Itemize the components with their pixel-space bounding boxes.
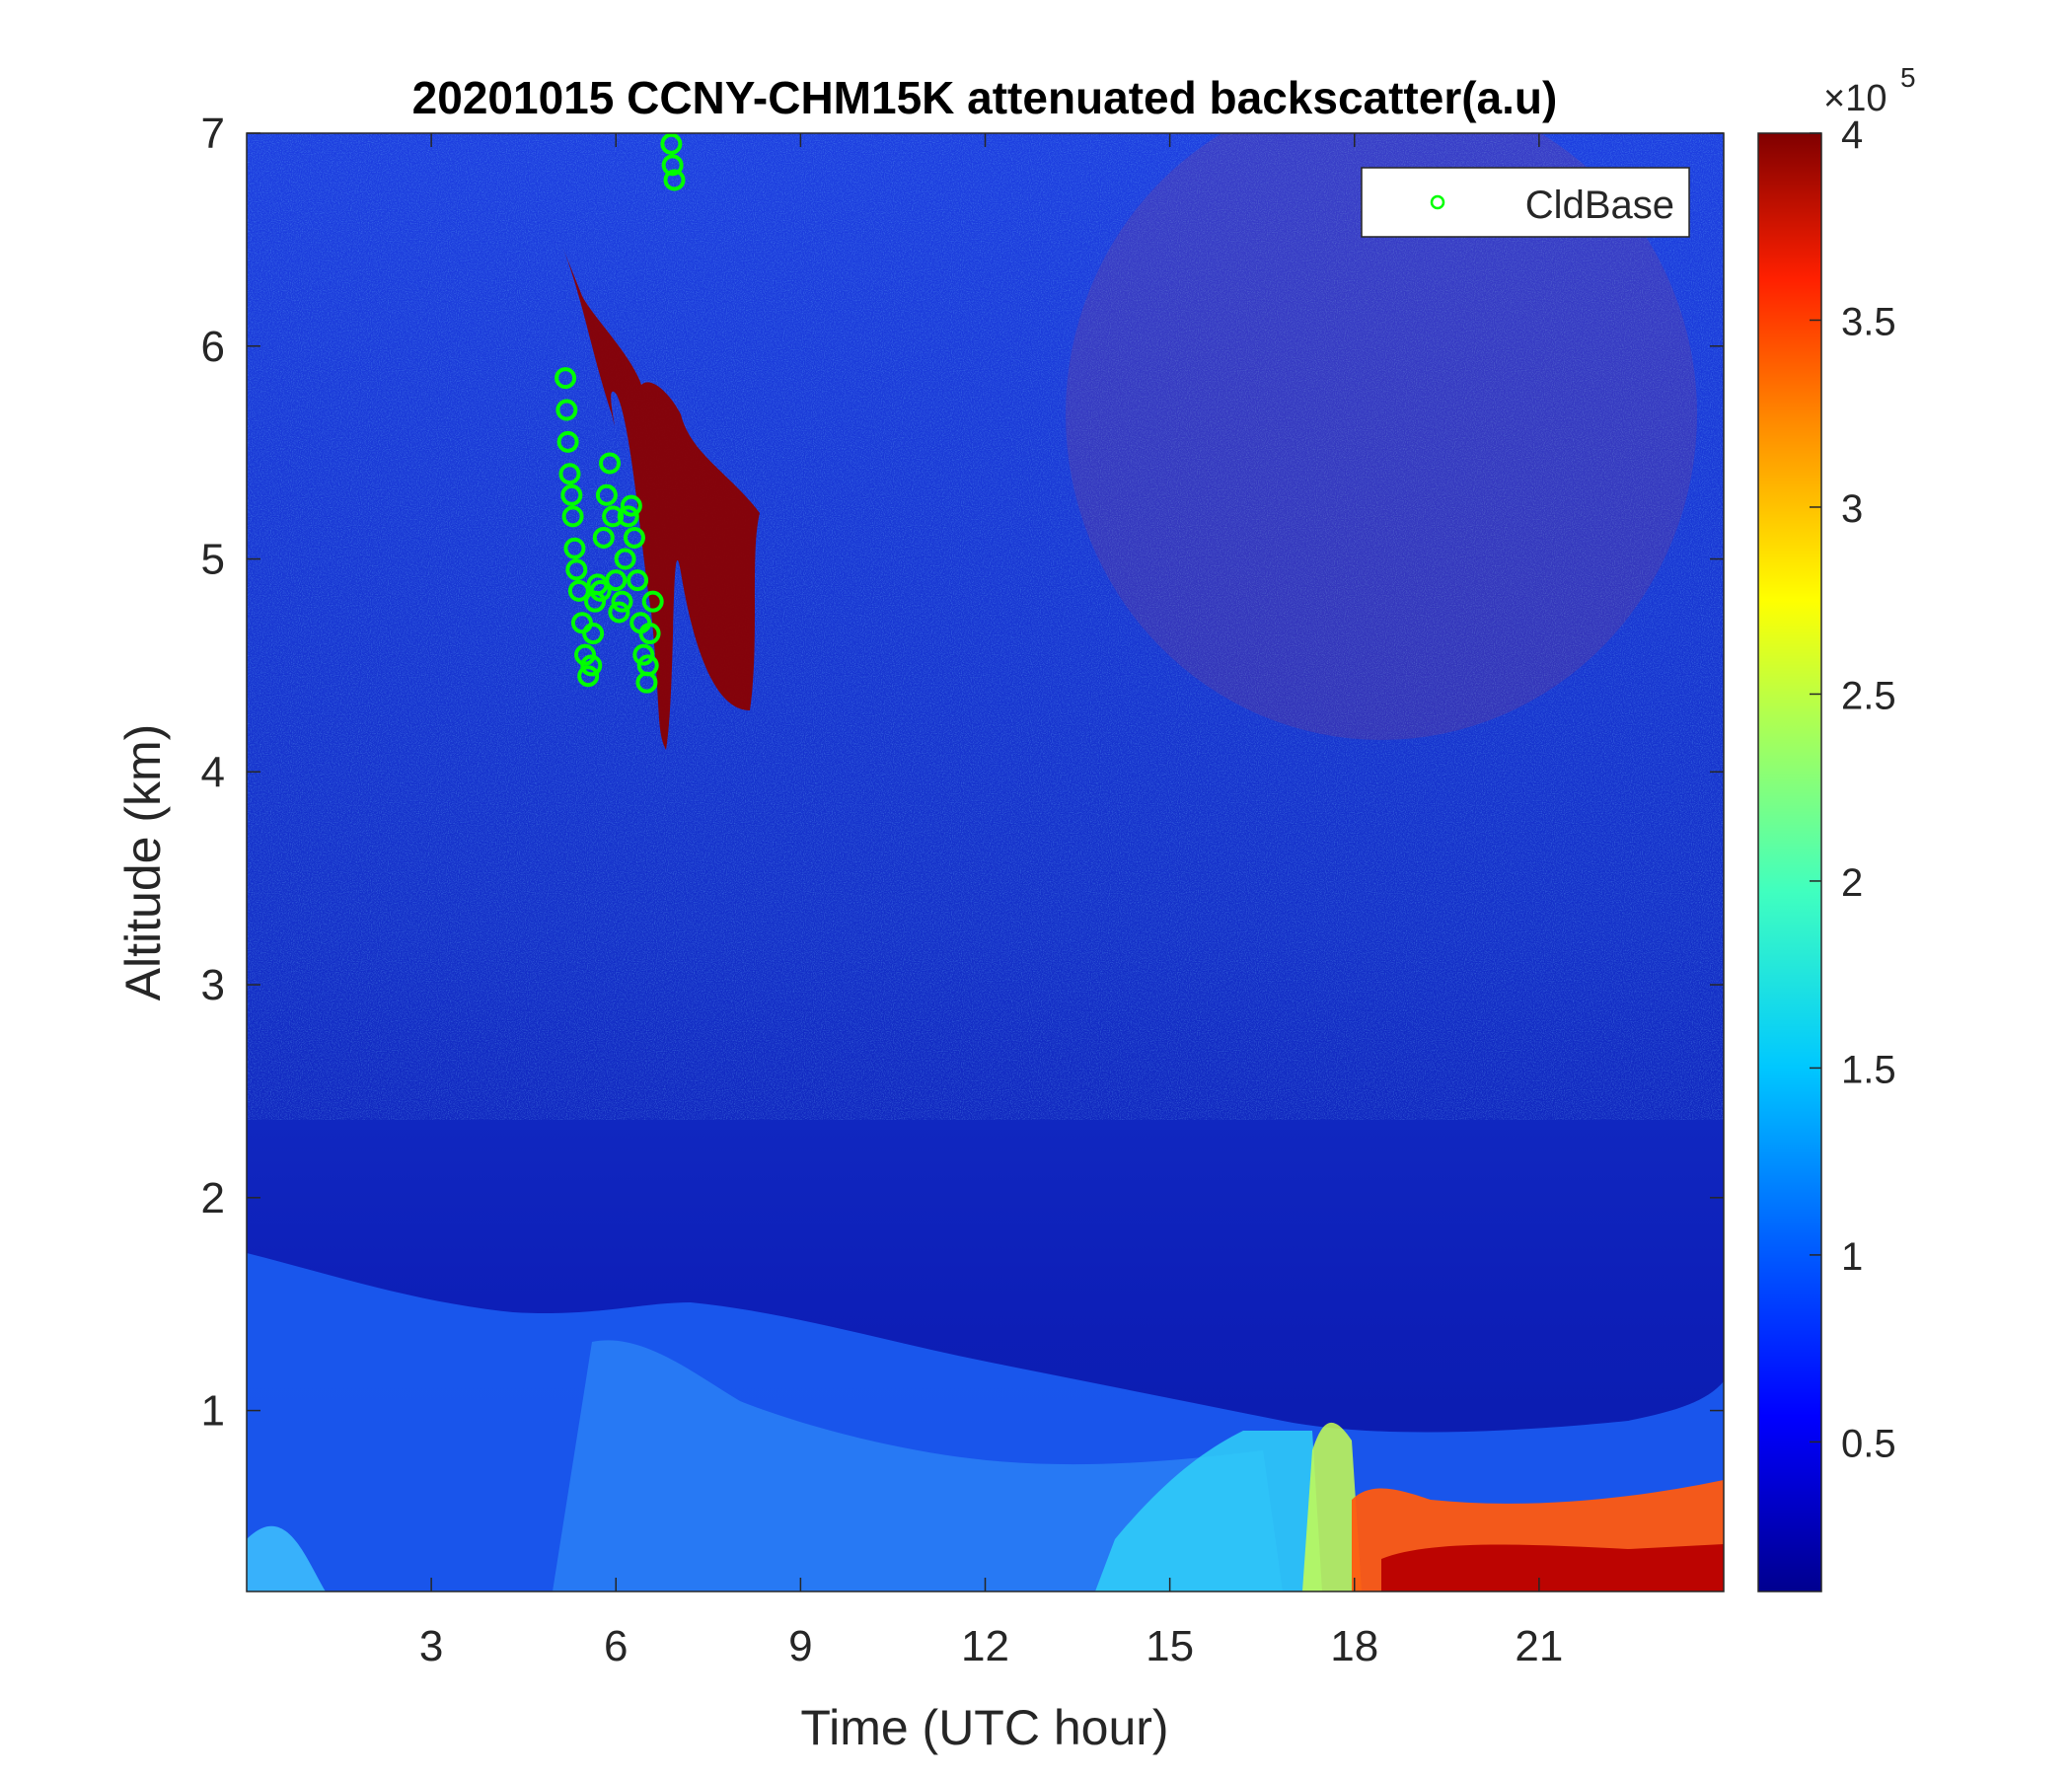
cldbase-point bbox=[561, 505, 584, 528]
y-tick-label: 3 bbox=[201, 961, 225, 1009]
y-axis-label: Altitude (km) bbox=[115, 724, 171, 1001]
y-axis: 1 2 3 4 5 6 7 bbox=[201, 110, 1724, 1436]
cldbase-point bbox=[663, 169, 686, 191]
cldbase-point bbox=[661, 154, 684, 177]
cldbase-point bbox=[580, 654, 603, 677]
cldbase-point bbox=[555, 367, 577, 390]
legend: CldBase bbox=[1361, 167, 1690, 238]
colorbar: 0.5 1 1.5 2 2.5 3 3.5 4 ×10 5 bbox=[1757, 62, 1916, 1592]
cldbase-point bbox=[611, 590, 633, 613]
cldbase-point bbox=[565, 558, 588, 581]
boundary-layer-inner bbox=[553, 1340, 1283, 1591]
heatmap-noise bbox=[247, 133, 1724, 1120]
cldbase-point bbox=[582, 623, 605, 645]
x-axis-label: Time (UTC hour) bbox=[800, 1700, 1168, 1755]
legend-entry-label: CldBase bbox=[1525, 184, 1674, 227]
colorbar-tick-label: 2.5 bbox=[1841, 674, 1896, 717]
x-tick-label: 18 bbox=[1330, 1622, 1378, 1670]
colorbar-tick-label: 4 bbox=[1841, 113, 1863, 157]
aerosol-darkred-patch bbox=[1381, 1544, 1724, 1591]
cldbase-point bbox=[574, 643, 597, 666]
colorbar-exponent-power: 5 bbox=[1900, 62, 1916, 93]
colorbar-tick-label: 0.5 bbox=[1841, 1422, 1896, 1465]
cldbase-point bbox=[641, 590, 664, 613]
cldbase-point bbox=[605, 569, 628, 592]
y-tick-label: 4 bbox=[201, 748, 225, 796]
cldbase-point bbox=[632, 643, 655, 666]
cldbase-point bbox=[556, 430, 579, 453]
cldbase-point bbox=[602, 505, 625, 528]
cldbase-point bbox=[595, 483, 618, 506]
cldbase-point bbox=[589, 579, 612, 602]
cldbase-point bbox=[577, 665, 600, 688]
cldbase-point bbox=[636, 654, 659, 677]
chart-title: 20201015 CCNY-CHM15K attenuated backscat… bbox=[412, 72, 1558, 123]
y-tick-label: 6 bbox=[201, 323, 225, 371]
colorbar-tick-label: 1.5 bbox=[1841, 1048, 1896, 1091]
aerosol-cyan-patch bbox=[1095, 1431, 1322, 1591]
x-tick-label: 21 bbox=[1515, 1622, 1563, 1670]
cldbase-point bbox=[563, 537, 586, 559]
colorbar-tick-label: 3 bbox=[1841, 487, 1863, 531]
colorbar-tick-label: 1 bbox=[1841, 1235, 1863, 1279]
y-tick-label: 2 bbox=[201, 1174, 225, 1222]
x-tick-label: 12 bbox=[961, 1622, 1009, 1670]
x-tick-label: 15 bbox=[1146, 1622, 1194, 1670]
x-tick-label: 9 bbox=[788, 1622, 812, 1670]
colorbar-tick-label: 3.5 bbox=[1841, 300, 1896, 343]
cldbase-point bbox=[570, 612, 593, 634]
cldbase-point bbox=[560, 483, 583, 506]
y-tick-label: 5 bbox=[201, 536, 225, 584]
colorbar-ticks: 0.5 1 1.5 2 2.5 3 3.5 4 bbox=[1810, 113, 1896, 1465]
surface-cyan-patch bbox=[247, 1525, 326, 1591]
cldbase-point bbox=[627, 569, 649, 592]
aerosol-yellow-patch bbox=[1302, 1422, 1362, 1591]
cldbase-point bbox=[555, 399, 578, 421]
cldbase-point bbox=[617, 505, 639, 528]
cloud-layer bbox=[562, 247, 760, 750]
cldbase-markers bbox=[555, 133, 686, 694]
colorbar-gradient bbox=[1757, 132, 1822, 1592]
cldbase-point bbox=[620, 494, 642, 517]
legend-marker-icon bbox=[1430, 194, 1445, 210]
x-tick-label: 6 bbox=[604, 1622, 628, 1670]
cldbase-point bbox=[638, 623, 661, 645]
legend-box bbox=[1361, 167, 1690, 238]
x-tick-label: 3 bbox=[419, 1622, 443, 1670]
heatmap-speckle-region bbox=[1066, 133, 1697, 740]
colorbar-exponent-base: ×10 bbox=[1823, 78, 1887, 119]
cldbase-point bbox=[567, 579, 590, 602]
y-tick-label: 1 bbox=[201, 1387, 225, 1436]
x-axis: 3 6 9 12 15 18 21 bbox=[419, 133, 1563, 1670]
y-tick-label: 7 bbox=[201, 110, 225, 158]
heatmap-field bbox=[247, 133, 1724, 1591]
cldbase-point bbox=[599, 452, 622, 475]
cldbase-point bbox=[592, 526, 615, 549]
cldbase-point bbox=[608, 601, 630, 624]
cldbase-point bbox=[614, 548, 636, 570]
colorbar-tick-label: 2 bbox=[1841, 861, 1863, 905]
cldbase-point bbox=[623, 526, 645, 549]
cldbase-point bbox=[660, 133, 683, 155]
cldbase-point bbox=[558, 463, 581, 485]
